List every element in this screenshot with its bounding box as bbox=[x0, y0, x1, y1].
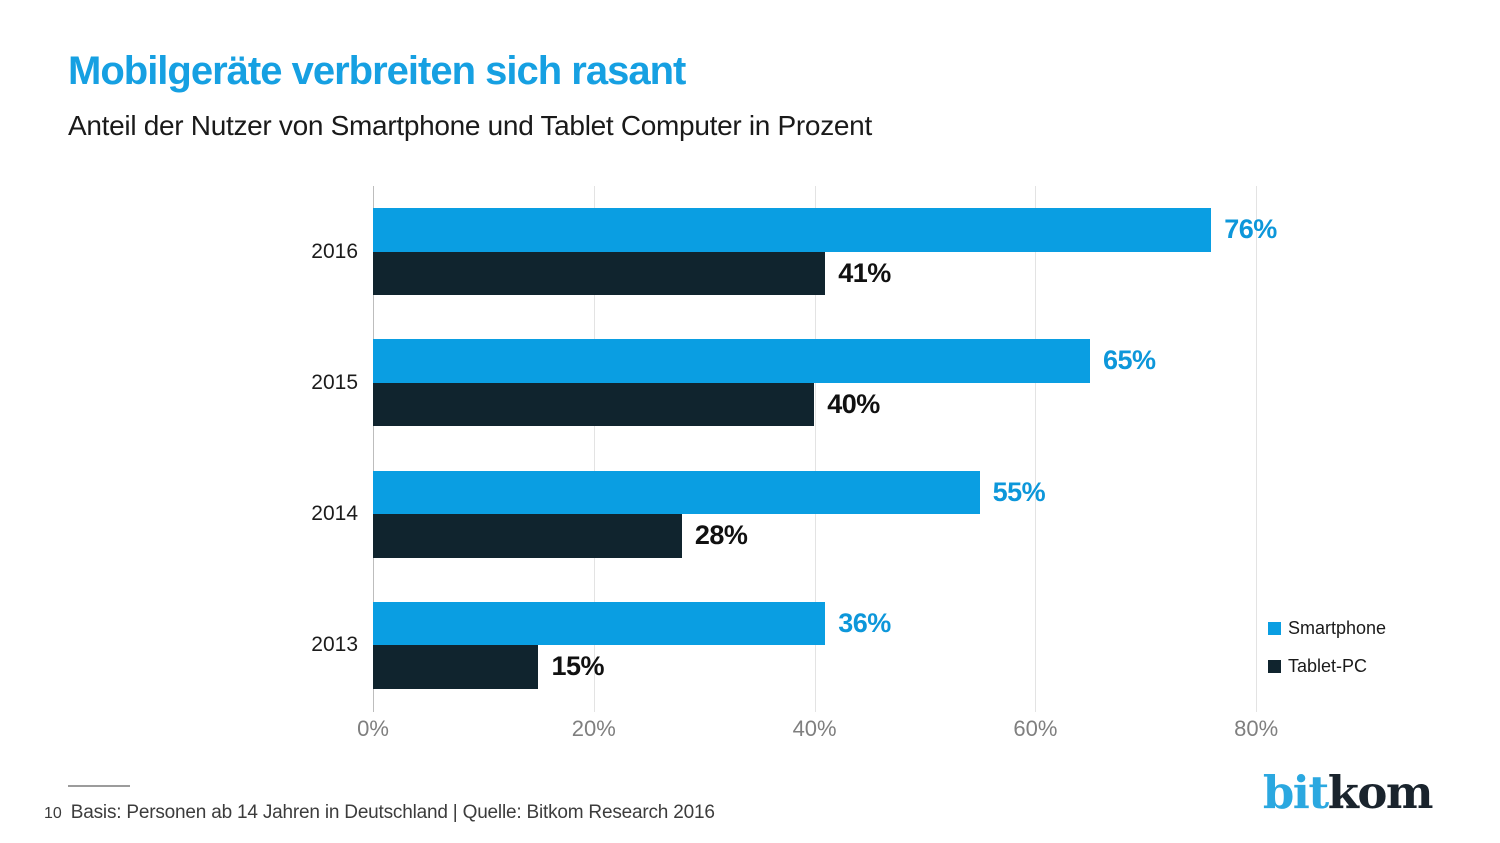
bar-smartphone-2013 bbox=[373, 601, 826, 646]
value-label-smartphone-2014: 55% bbox=[992, 476, 1046, 507]
logo-kom: kom bbox=[1327, 766, 1434, 819]
bitkom-logo: bitkom bbox=[1263, 770, 1434, 815]
legend-label-smartphone: Smartphone bbox=[1288, 617, 1387, 638]
value-label-smartphone-2015: 65% bbox=[1102, 345, 1156, 376]
gridline bbox=[1256, 186, 1258, 712]
chart-subtitle: Anteil der Nutzer von Smartphone und Tab… bbox=[68, 110, 872, 141]
logo-bit: bit bbox=[1262, 766, 1329, 819]
chart-legend: Smartphone Tablet-PC bbox=[1268, 617, 1386, 693]
x-axis-label: 80% bbox=[1234, 716, 1279, 741]
footer: 10 Basis: Personen ab 14 Jahren in Deuts… bbox=[44, 802, 715, 824]
x-axis-label: 40% bbox=[792, 716, 837, 741]
bar-smartphone-2015 bbox=[373, 339, 1090, 383]
year-label-2014: 2014 bbox=[311, 502, 358, 526]
footer-divider bbox=[68, 785, 130, 787]
value-label-smartphone-2013: 36% bbox=[838, 607, 891, 638]
bar-tablet-pc-2015 bbox=[373, 382, 815, 427]
year-label-2015: 2015 bbox=[311, 370, 358, 394]
legend-swatch-smartphone bbox=[1268, 621, 1281, 635]
legend-swatch-tablet-pc bbox=[1268, 659, 1281, 673]
year-label-2016: 2016 bbox=[311, 239, 358, 263]
gridline bbox=[814, 186, 816, 712]
x-axis-label: 60% bbox=[1013, 716, 1058, 741]
x-axis-label: 0% bbox=[357, 716, 389, 741]
year-label-2013: 2013 bbox=[311, 633, 358, 657]
bar-tablet-pc-2013 bbox=[373, 645, 539, 689]
gridline bbox=[593, 186, 595, 712]
value-label-tablet-pc-2014: 28% bbox=[694, 520, 748, 551]
bar-tablet-pc-2016 bbox=[373, 251, 826, 295]
gridline bbox=[1035, 186, 1037, 712]
source-text: Basis: Personen ab 14 Jahren in Deutschl… bbox=[70, 802, 715, 823]
chart-title: Mobilgeräte verbreiten sich rasant bbox=[68, 49, 686, 93]
value-label-tablet-pc-2015: 40% bbox=[827, 388, 880, 419]
legend-label-tablet-pc: Tablet-PC bbox=[1288, 655, 1368, 676]
value-label-tablet-pc-2013: 15% bbox=[551, 651, 604, 682]
value-label-tablet-pc-2016: 41% bbox=[838, 257, 891, 288]
gridline bbox=[373, 186, 374, 712]
legend-item-tablet-pc: Tablet-PC bbox=[1268, 655, 1386, 677]
bar-smartphone-2016 bbox=[373, 208, 1212, 252]
bar-smartphone-2014 bbox=[373, 470, 980, 515]
page-number: 10 bbox=[44, 805, 62, 822]
legend-item-smartphone: Smartphone bbox=[1268, 617, 1386, 639]
x-axis-label: 20% bbox=[571, 716, 616, 741]
value-label-smartphone-2016: 76% bbox=[1224, 214, 1277, 244]
bar-tablet-pc-2014 bbox=[373, 514, 682, 558]
